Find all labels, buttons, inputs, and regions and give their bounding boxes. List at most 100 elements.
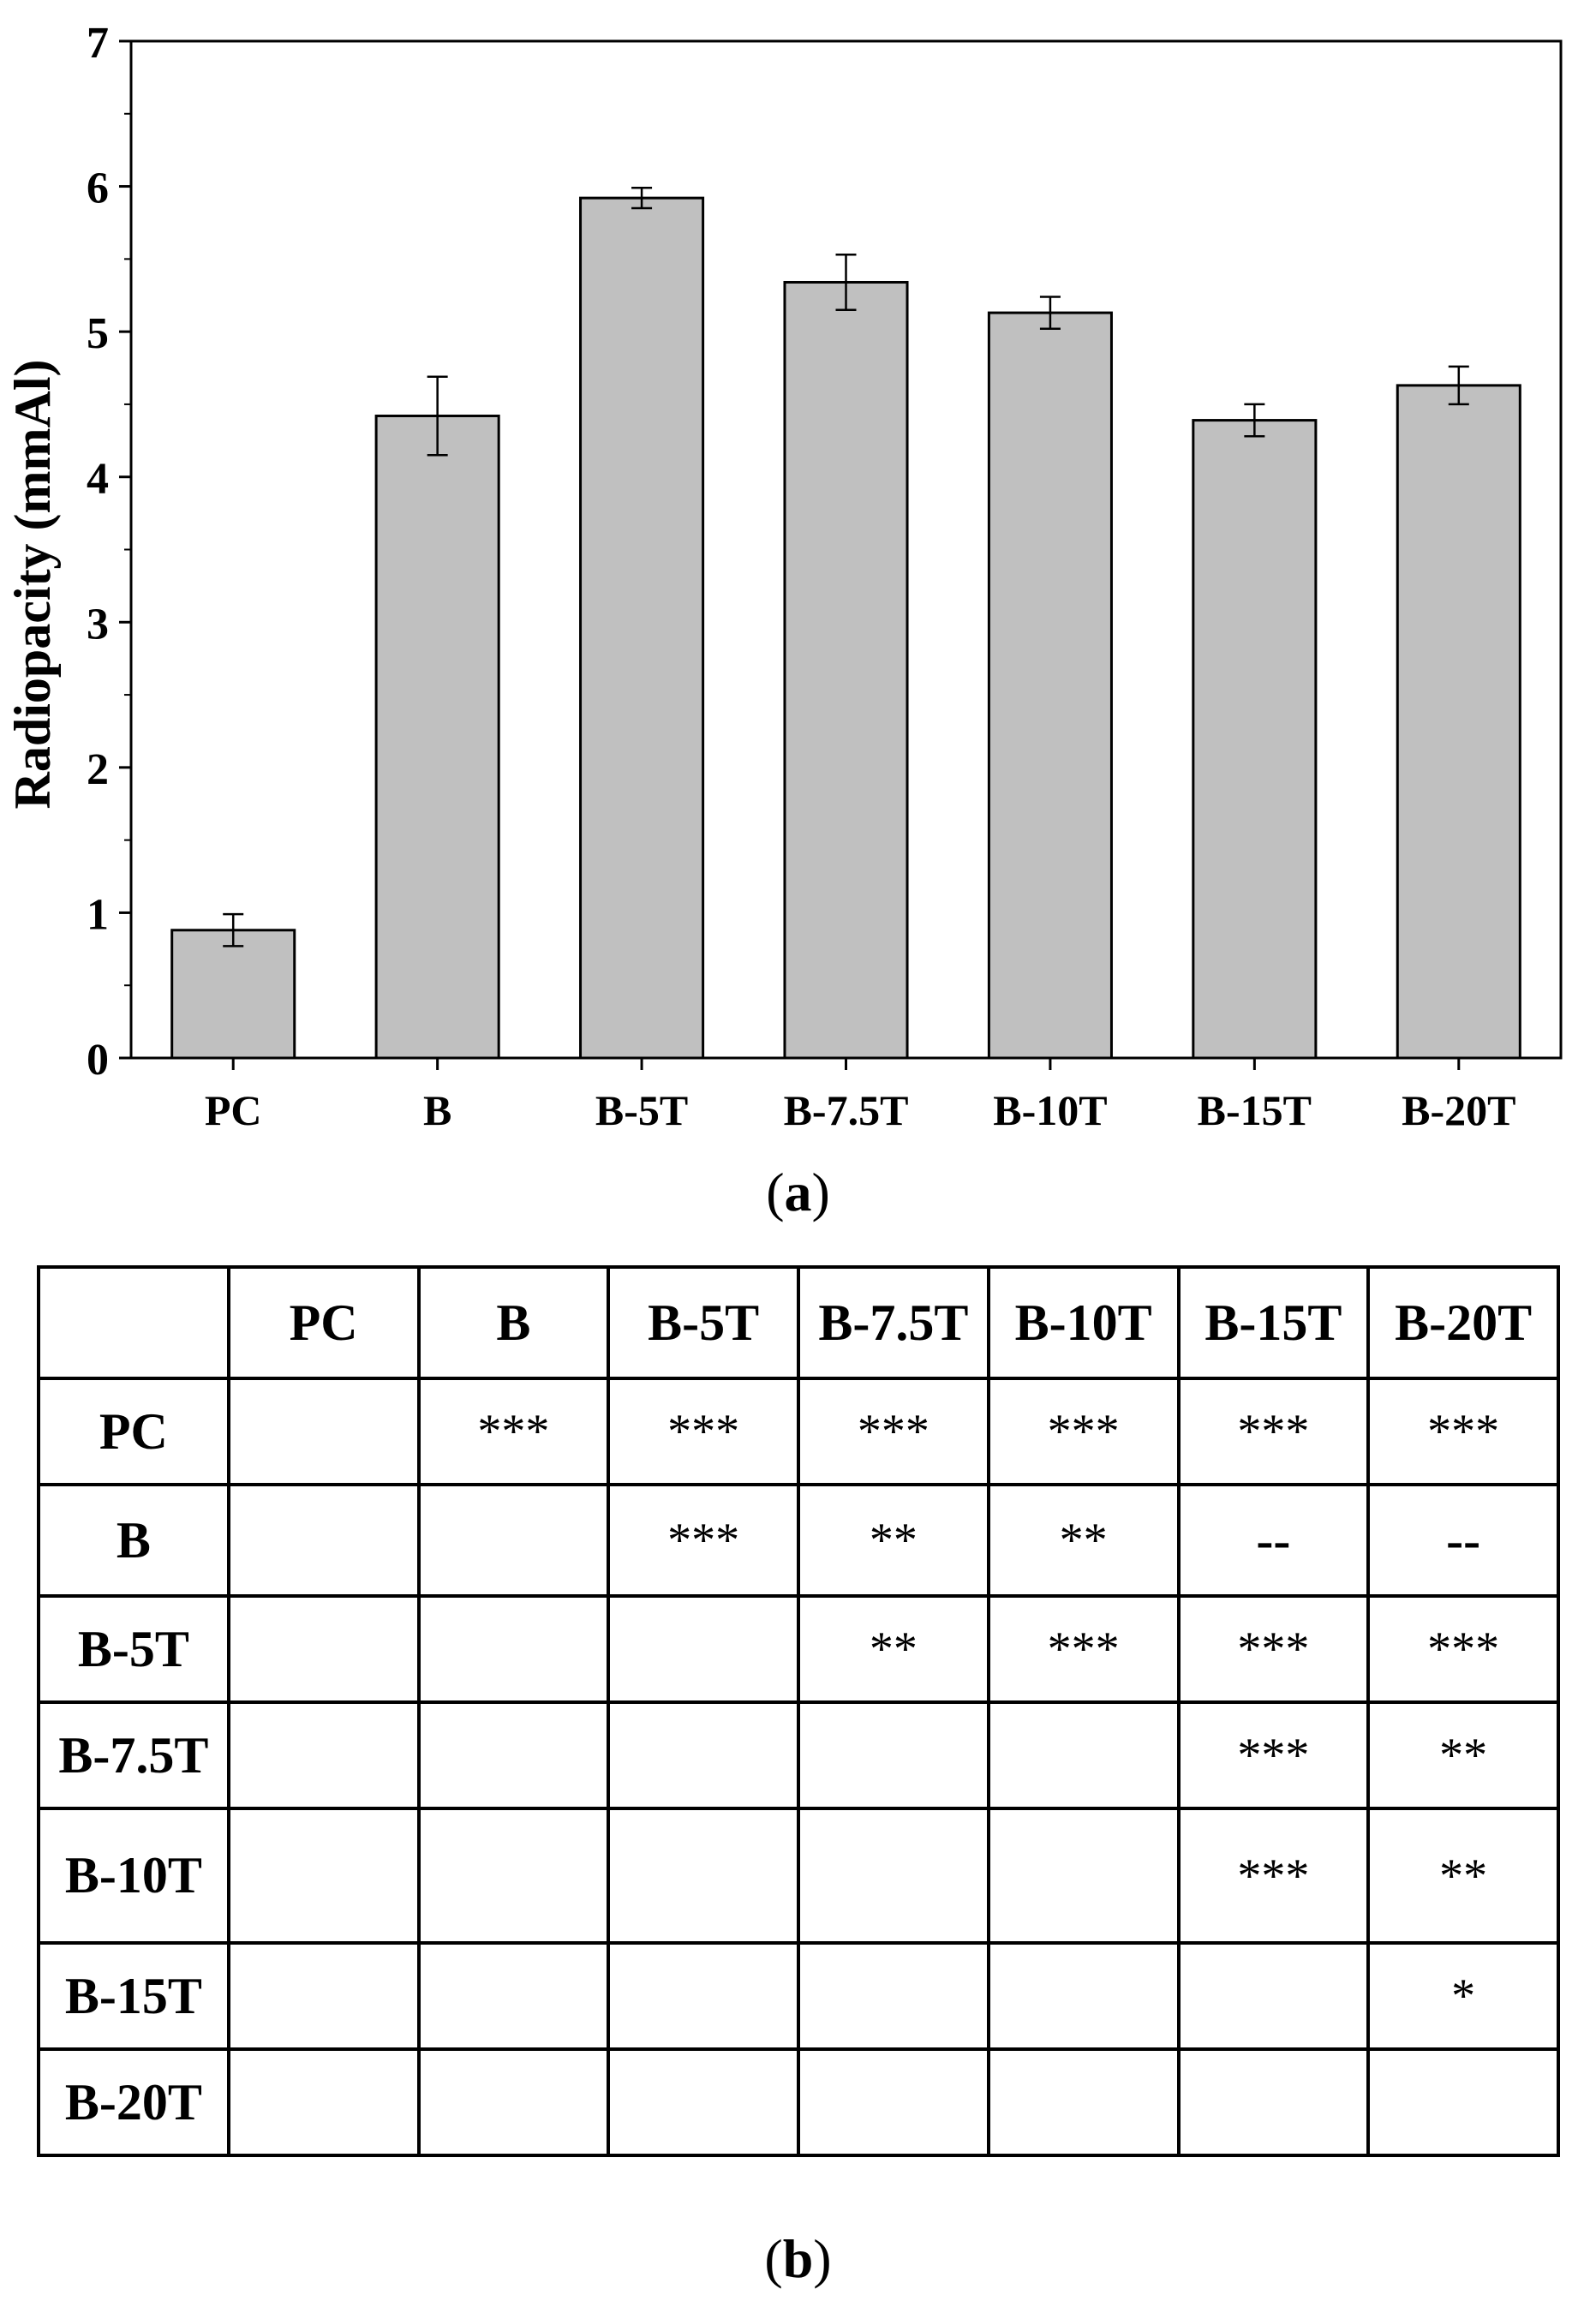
- table-cell: [416, 1483, 611, 1598]
- table-cell: [607, 1700, 800, 1810]
- table-cell: ***: [1176, 1377, 1371, 1486]
- table-cell: **: [1366, 1700, 1560, 1810]
- table-cell: [226, 1807, 421, 1945]
- table-cell: [986, 1700, 1181, 1810]
- y-tick-label: 1: [87, 890, 109, 939]
- bar-PC: [170, 929, 296, 1060]
- y-tick-label: 3: [87, 600, 109, 648]
- y-tick-label: 0: [87, 1036, 109, 1085]
- table-cell: [416, 2047, 611, 2157]
- table-row: PC *** *** *** *** *** ***: [37, 1377, 1560, 1486]
- table-cell: [226, 1377, 421, 1486]
- table-cell: [1366, 2047, 1560, 2157]
- table-cell: ***: [1366, 1377, 1560, 1486]
- x-tick-label: B: [423, 1086, 451, 1134]
- table-cell: **: [797, 1483, 990, 1598]
- table-cell: [607, 1807, 800, 1945]
- table-cell: *: [1366, 1941, 1560, 2051]
- table-header-row: PC B B-5T B-7.5T B-10T B-15T B-20T: [37, 1265, 1560, 1380]
- table-cell: ***: [416, 1377, 611, 1486]
- panel-label-a-text: a: [784, 1162, 812, 1222]
- chart-ticks: 0 1 2 3 4 5 6 7 PC B B-5T B-7.5T B-10T B-15T B-20T: [87, 19, 1515, 1134]
- row-header: B-7.5T: [37, 1700, 230, 1810]
- chart-bars: [170, 187, 1521, 1060]
- table-cell: ***: [1176, 1700, 1371, 1810]
- table-cell: ***: [607, 1377, 800, 1486]
- row-header: B-20T: [37, 2047, 230, 2157]
- panel-label-a: (a): [766, 1162, 830, 1222]
- table-cell: [1176, 2047, 1371, 2157]
- table-cell: [986, 1941, 1181, 2051]
- row-header: B-15T: [37, 1941, 230, 2051]
- table-cell: **: [986, 1483, 1181, 1598]
- table-cell: [226, 1594, 421, 1704]
- table-cell: ***: [986, 1594, 1181, 1704]
- column-header: B-5T: [607, 1265, 800, 1380]
- y-tick-label: 7: [87, 19, 109, 68]
- row-header: B: [37, 1483, 230, 1598]
- x-tick-label: B-15T: [1198, 1086, 1312, 1134]
- table-row: B-15T *: [37, 1941, 1560, 2051]
- table-row: B *** ** ** -- --: [37, 1483, 1560, 1598]
- bar-B-5T: [579, 196, 705, 1060]
- table-cell: ***: [797, 1377, 990, 1486]
- table-cell: **: [797, 1594, 990, 1704]
- significance-table: PC B B-5T B-7.5T B-10T B-15T B-20T PC *** *** *** *…: [37, 1265, 1560, 2157]
- bar-B-10T: [987, 311, 1113, 1060]
- table-cell: [226, 2047, 421, 2157]
- y-tick-label: 6: [87, 164, 109, 213]
- table-cell: ***: [607, 1483, 800, 1598]
- table-cell: [797, 1700, 990, 1810]
- column-header: [37, 1265, 230, 1380]
- panel-label-b: (b): [764, 2228, 832, 2289]
- y-tick-label: 5: [87, 309, 109, 358]
- column-header: B-10T: [986, 1265, 1181, 1380]
- table-cell: [797, 2047, 990, 2157]
- y-tick-label: 2: [87, 745, 109, 794]
- table-row: B-5T ** *** *** ***: [37, 1594, 1560, 1704]
- table-cell: [226, 1941, 421, 2051]
- significance-table-body: PC B B-5T B-7.5T B-10T B-15T B-20T PC *** *** *** *…: [37, 1265, 1560, 2157]
- column-header: B-7.5T: [797, 1265, 990, 1380]
- table-cell: [1176, 1941, 1371, 2051]
- table-row: B-20T: [37, 2047, 1560, 2157]
- column-header: PC: [226, 1265, 421, 1380]
- table-cell: [416, 1594, 611, 1704]
- column-header: B-15T: [1176, 1265, 1371, 1380]
- table-cell: [607, 1594, 800, 1704]
- y-tick-label: 4: [87, 455, 109, 504]
- row-header: B-5T: [37, 1594, 230, 1704]
- table-cell: [607, 1941, 800, 2051]
- bar-B-15T: [1192, 419, 1318, 1060]
- x-tick-label: PC: [205, 1086, 262, 1134]
- table-row: B-7.5T *** **: [37, 1700, 1560, 1810]
- table-cell: [416, 1941, 611, 2051]
- x-tick-label: B-7.5T: [784, 1086, 909, 1134]
- table-cell: [986, 2047, 1181, 2157]
- panel-label-b-text: b: [782, 2228, 814, 2289]
- table-cell: [226, 1483, 421, 1598]
- row-header: B-10T: [37, 1807, 230, 1945]
- x-tick-label: B-20T: [1402, 1086, 1515, 1134]
- table-cell: ***: [1176, 1594, 1371, 1704]
- column-header: B: [416, 1265, 611, 1380]
- bar-B: [374, 414, 500, 1060]
- x-tick-label: B-5T: [595, 1086, 688, 1134]
- bar-B-7.5T: [783, 280, 909, 1060]
- bar-chart: 0 1 2 3 4 5 6 7 PC B B-5T B-7.5T B-10T B-15T B-20T Rad…: [4, 19, 1563, 1134]
- row-header: PC: [37, 1377, 230, 1486]
- table-cell: [416, 1807, 611, 1945]
- table-cell: ***: [1366, 1594, 1560, 1704]
- table-cell: --: [1366, 1483, 1560, 1598]
- table-cell: [797, 1807, 990, 1945]
- bar-B-20T: [1396, 384, 1521, 1060]
- table-cell: --: [1176, 1483, 1371, 1598]
- table-cell: [986, 1807, 1181, 1945]
- column-header: B-20T: [1366, 1265, 1560, 1380]
- table-row: B-10T *** **: [37, 1807, 1560, 1945]
- table-cell: ***: [986, 1377, 1181, 1486]
- x-tick-label: B-10T: [993, 1086, 1107, 1134]
- y-axis-label: Radiopacity (mmAl): [4, 360, 61, 810]
- table-cell: [416, 1700, 611, 1810]
- table-cell: [797, 1941, 990, 2051]
